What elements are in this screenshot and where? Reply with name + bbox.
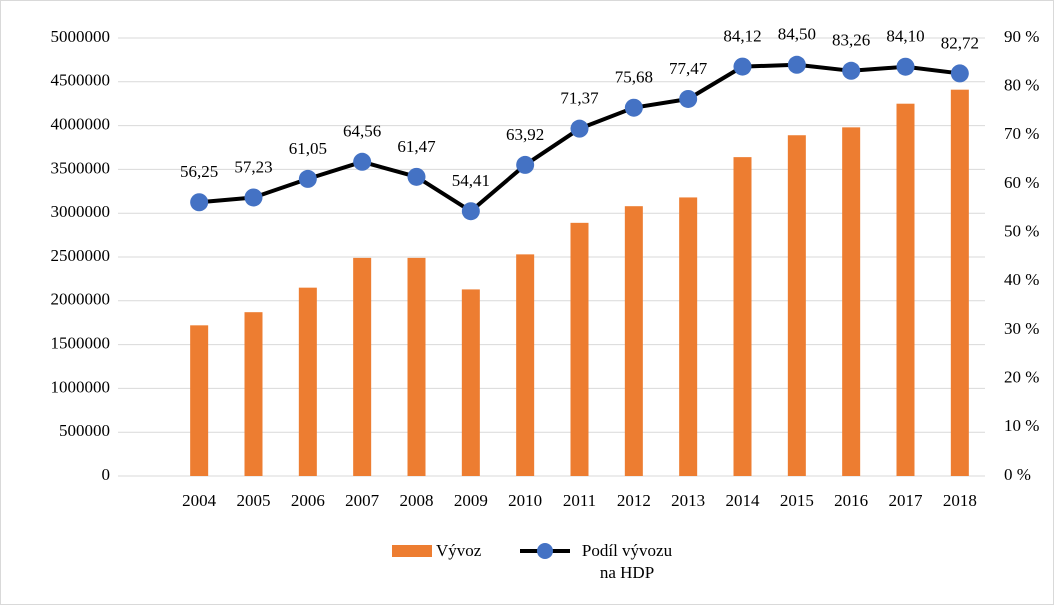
marker — [679, 89, 698, 108]
marker — [570, 119, 589, 138]
bar — [787, 135, 806, 476]
legend-label: Podíl vývozu na HDP — [581, 541, 673, 582]
y-tick-label: 5000000 — [51, 27, 111, 46]
x-tick-label: 2009 — [454, 491, 488, 510]
bar — [896, 103, 915, 476]
data-label: 61,05 — [289, 139, 327, 158]
data-label: 56,25 — [180, 162, 218, 181]
x-tick-label: 2018 — [943, 491, 977, 510]
y2-tick-label: 10 % — [1004, 416, 1039, 435]
marker — [298, 169, 317, 188]
bar — [244, 312, 263, 476]
x-tick-label: 2017 — [889, 491, 924, 510]
marker — [516, 155, 535, 174]
y-tick-label: 3500000 — [51, 158, 111, 177]
bar — [516, 254, 535, 476]
y-tick-label: 2500000 — [51, 246, 111, 265]
bar — [733, 157, 752, 477]
y-tick-label: 4500000 — [51, 71, 111, 90]
y-tick-label: 0 — [102, 465, 111, 484]
marker — [461, 202, 480, 221]
x-tick-label: 2013 — [671, 491, 705, 510]
bar — [407, 257, 426, 476]
bar — [624, 206, 643, 476]
marker — [624, 98, 643, 117]
data-label: 61,47 — [397, 137, 436, 156]
x-tick-label: 2011 — [563, 491, 596, 510]
x-tick-label: 2008 — [400, 491, 434, 510]
data-label: 64,56 — [343, 122, 381, 141]
bar — [298, 287, 317, 476]
data-label: 83,26 — [832, 31, 870, 50]
x-tick-label: 2016 — [834, 491, 868, 510]
x-tick-label: 2010 — [508, 491, 542, 510]
x-tick-label: 2006 — [291, 491, 325, 510]
data-label: 84,50 — [778, 25, 816, 44]
marker — [244, 188, 263, 207]
marker — [842, 61, 861, 80]
bar — [950, 89, 969, 477]
marker — [733, 57, 752, 76]
marker — [190, 193, 209, 212]
data-label: 75,68 — [615, 68, 653, 87]
data-label: 84,12 — [723, 27, 761, 46]
bar — [190, 325, 209, 476]
legend-swatch — [392, 545, 432, 557]
x-tick-label: 2004 — [182, 491, 217, 510]
marker — [896, 57, 915, 76]
y2-tick-label: 50 % — [1004, 222, 1039, 241]
marker — [353, 152, 372, 171]
y2-tick-label: 80 % — [1004, 76, 1039, 95]
y2-tick-label: 0 % — [1004, 465, 1031, 484]
y2-tick-label: 90 % — [1004, 27, 1039, 46]
bar — [353, 257, 372, 476]
y2-tick-label: 40 % — [1004, 270, 1039, 289]
data-label: 82,72 — [941, 33, 979, 52]
y-tick-label: 1500000 — [51, 334, 111, 353]
data-label: 63,92 — [506, 125, 544, 144]
legend-marker — [537, 543, 553, 559]
x-tick-label: 2005 — [237, 491, 271, 510]
bar — [570, 222, 589, 476]
bar — [842, 127, 861, 477]
y-tick-label: 500000 — [59, 421, 110, 440]
x-tick-label: 2012 — [617, 491, 651, 510]
data-label: 77,47 — [669, 59, 708, 78]
y2-tick-label: 20 % — [1004, 368, 1039, 387]
y-tick-label: 2000000 — [51, 290, 111, 309]
y2-tick-label: 70 % — [1004, 124, 1039, 143]
data-label: 71,37 — [560, 89, 599, 108]
y-tick-label: 1000000 — [51, 377, 111, 396]
bar — [679, 197, 698, 476]
marker — [787, 55, 806, 74]
marker — [407, 167, 426, 186]
y2-tick-label: 30 % — [1004, 319, 1039, 338]
marker — [950, 64, 969, 83]
x-tick-label: 2007 — [345, 491, 380, 510]
data-label: 84,10 — [886, 27, 924, 46]
y2-tick-label: 60 % — [1004, 173, 1039, 192]
x-tick-label: 2014 — [726, 491, 761, 510]
y-tick-label: 3000000 — [51, 202, 111, 221]
data-label: 54,41 — [452, 171, 490, 190]
y-tick-label: 4000000 — [51, 115, 111, 134]
x-tick-label: 2015 — [780, 491, 814, 510]
legend-label: Vývoz — [436, 541, 482, 560]
bar — [461, 289, 480, 476]
data-label: 57,23 — [234, 157, 272, 176]
